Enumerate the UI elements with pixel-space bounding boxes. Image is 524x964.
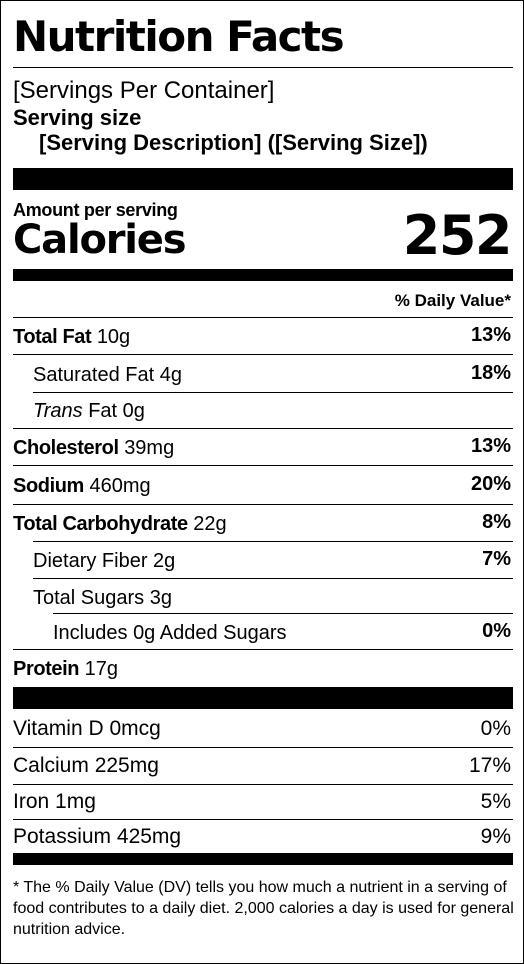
nutrient-name: Sodium [13,475,84,497]
vitamin-row-vitamin-d: Vitamin D 0mcg [13,716,161,742]
nutrient-amount: 3g [149,587,172,609]
vitamin-amount: 425mg [116,825,182,848]
vitamin-name: Iron [13,790,50,813]
vitamin-row-calcium: Calcium 225mg [13,753,159,779]
nutrient-row-total-fat: Total Fat 10g [13,324,130,350]
divider [13,67,513,68]
nutrient-name: Saturated Fat [33,364,155,386]
vitamin-dv: 0% [480,717,511,740]
vitamin-row-iron: Iron 1mg [13,789,96,815]
nutrient-row-added-sugars: Includes 0g Added Sugars [53,620,287,646]
nutrient-row-total-carbohydrate: Total Carbohydrate 22g [13,511,227,537]
nutrient-name-suffix: Fat [88,400,118,422]
nutrient-dv: 0% [482,620,511,642]
divider [13,819,513,820]
calories-label: Calories [13,217,187,263]
nutrient-amount: 0g [122,400,145,422]
nutrient-name: Dietary Fiber [33,550,148,572]
vitamin-amount: 225mg [94,754,159,777]
vitamin-amount: 1mg [55,790,96,813]
divider [33,392,513,393]
nutrient-dv: 20% [470,473,511,495]
divider [33,578,513,579]
divider [13,784,513,785]
vitamin-amount: 0mcg [109,717,161,740]
amount-per-serving: Amount per serving [13,200,178,220]
nutrient-row-trans-fat: Trans Fat 0g [33,398,145,424]
serving-description: [Serving Description] ([Serving Size]) [39,130,428,155]
divider [13,428,513,429]
nutrient-amount: 22g [193,513,227,535]
nutrient-amount: 10g [96,326,131,348]
nutrient-amount: 4g [159,364,182,386]
calories-value: 252 [402,204,513,267]
servings-per-container: [Servings Per Container] [13,77,275,104]
vitamin-row-potassium: Potassium 425mg [13,824,181,850]
vitamin-name: Vitamin D [13,717,104,740]
divider [13,354,513,355]
nutrient-row-total-sugars: Total Sugars 3g [33,585,172,611]
nutrient-dv: 18% [470,362,511,384]
nutrient-row-sodium: Sodium 460mg [13,473,151,499]
thick-divider [13,687,513,709]
nutrient-amount: 460mg [89,475,151,497]
nutrient-name: Protein [13,658,80,680]
divider [13,317,513,318]
daily-value-footnote: * The % Daily Value (DV) tells you how m… [13,879,514,938]
nutrient-amount: 2g [153,550,176,572]
nutrient-dv: 7% [482,548,511,570]
divider [13,747,513,748]
nutrient-row-protein: Protein 17g [13,656,118,682]
nutrient-dv: 13% [470,324,511,346]
divider [53,613,513,614]
vitamin-dv: 9% [480,825,511,848]
divider [13,465,513,466]
label-title: Nutrition Facts [13,12,345,61]
divider [13,504,513,505]
vitamin-name: Potassium [13,825,112,848]
nutrient-row-cholesterol: Cholesterol 39mg [13,435,174,461]
nutrient-dv: 13% [470,435,511,457]
daily-value-header: % Daily Value* [394,291,511,310]
vitamin-name: Calcium [13,754,89,777]
divider [33,541,513,542]
nutrient-name: Total Fat [13,326,92,348]
nutrient-amount: 0g [133,622,156,644]
nutrient-amount: 39mg [124,437,175,459]
vitamin-dv: 5% [480,790,511,813]
serving-size-label: Serving size [13,105,142,130]
medium-divider [13,853,513,865]
divider [13,649,513,650]
nutrient-amount: 17g [84,658,119,680]
nutrient-name: Total Sugars [33,587,145,609]
nutrient-name: Added Sugars [159,622,287,644]
nutrient-name: Total Carbohydrate [13,513,188,535]
nutrient-row-saturated-fat: Saturated Fat 4g [33,362,182,388]
medium-divider [13,269,513,281]
nutrient-prefix: Includes [53,622,128,644]
nutrient-dv: 8% [482,511,511,533]
nutrient-row-dietary-fiber: Dietary Fiber 2g [33,548,175,574]
thick-divider [13,168,513,190]
nutrient-name: Cholesterol [13,437,119,459]
vitamin-dv: 17% [468,754,511,777]
nutrient-name: Trans [33,400,83,422]
